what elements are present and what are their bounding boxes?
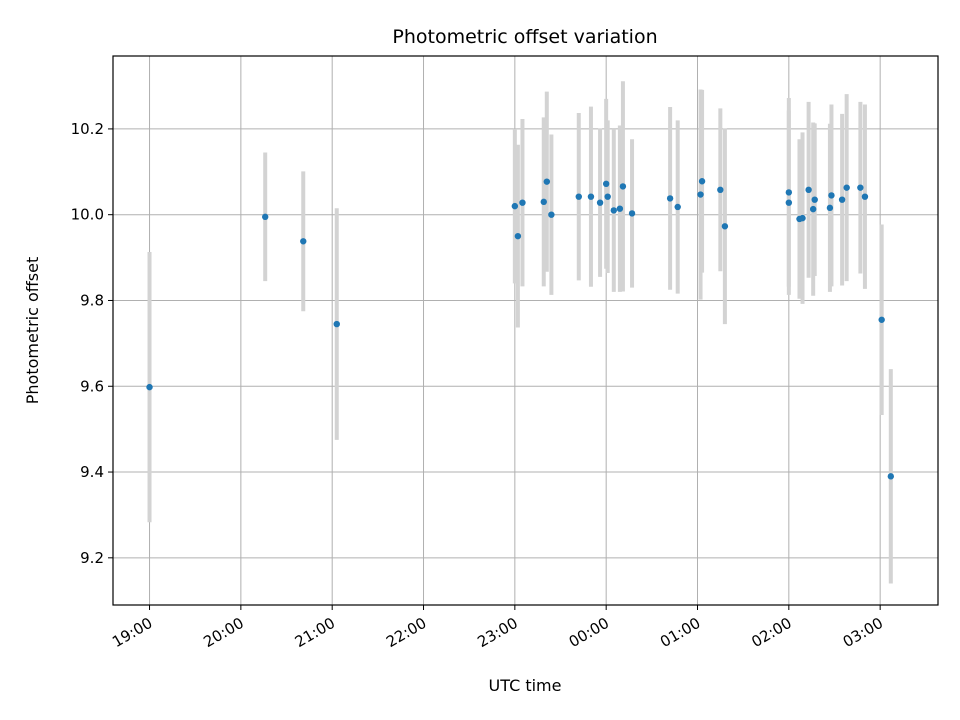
data-point	[543, 178, 551, 185]
data-point	[610, 207, 617, 214]
data-point	[548, 211, 555, 218]
x-axis-label: UTC time	[489, 676, 562, 695]
data-point	[146, 383, 153, 391]
data-point	[674, 203, 681, 211]
data-point	[843, 184, 850, 191]
data-point	[811, 196, 818, 203]
chart-title: Photometric offset variation	[392, 26, 657, 48]
data-point	[619, 183, 627, 190]
data-point	[602, 180, 610, 188]
data-point	[575, 193, 582, 200]
data-point	[519, 199, 526, 206]
data-points	[146, 178, 895, 480]
data-point	[262, 213, 269, 221]
y-tick-label: 9.6	[80, 377, 104, 395]
data-point	[785, 189, 793, 196]
data-point	[805, 186, 812, 194]
data-point	[514, 232, 522, 240]
y-tick-label: 9.4	[80, 463, 104, 481]
y-axis-label: Photometric offset	[23, 257, 42, 405]
data-point	[826, 204, 834, 212]
data-point	[857, 184, 864, 191]
data-point	[628, 210, 636, 217]
data-point	[887, 473, 895, 480]
data-point	[587, 193, 595, 200]
data-point	[300, 238, 307, 245]
data-point	[511, 202, 519, 210]
data-point	[666, 195, 674, 202]
data-point	[604, 193, 611, 200]
y-tick-label: 10.2	[71, 120, 104, 138]
data-point	[785, 199, 793, 206]
y-tick-label: 10.0	[71, 206, 104, 224]
data-point	[540, 198, 547, 206]
data-point	[333, 320, 340, 328]
data-point	[596, 199, 604, 206]
plot-area-frame	[112, 55, 939, 606]
data-point	[721, 223, 729, 230]
data-point	[878, 316, 885, 323]
data-point	[838, 196, 846, 203]
data-point	[799, 214, 806, 222]
y-tick-label: 9.8	[80, 291, 104, 309]
data-point	[809, 205, 817, 213]
data-point	[697, 191, 704, 198]
data-point	[717, 186, 724, 194]
y-tick-label: 9.2	[80, 549, 104, 567]
data-point	[616, 205, 624, 212]
data-point	[698, 178, 706, 185]
data-point	[828, 192, 835, 199]
data-point	[861, 193, 869, 200]
